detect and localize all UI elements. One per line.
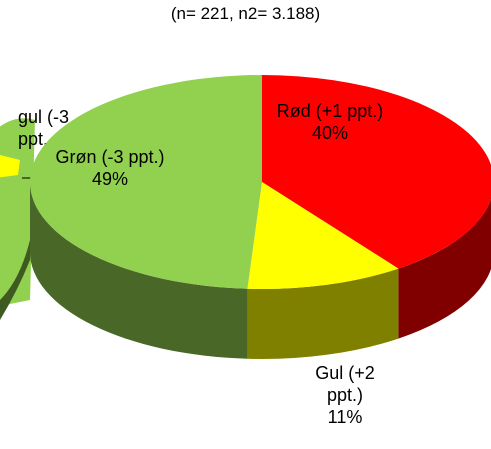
partial-label: gul (-3 ppt.: [18, 107, 70, 149]
slice-side: [247, 268, 399, 359]
partial-slice: [0, 155, 20, 178]
slice-label: Gul (+2 ppt.) 11%: [295, 362, 395, 428]
chart-subtitle: (n= 221, n2= 3.188): [170, 4, 321, 23]
slice: [262, 75, 491, 269]
slice-label: Grøn (-3 ppt.) 49%: [55, 146, 165, 190]
value-label: 40%: [311, 123, 349, 143]
slice-side: [30, 182, 248, 359]
partial-side: [0, 240, 30, 320]
value-label: 49%: [91, 169, 129, 189]
value-label: 11%: [327, 407, 363, 427]
slice: [247, 182, 399, 289]
slice-label: Rød (+1 ppt.) 40%: [275, 100, 385, 144]
slice-side: [398, 199, 491, 339]
category-label: Gul (+2 ppt.): [315, 363, 375, 405]
category-label: Rød (+1 ppt.): [276, 101, 384, 121]
slice: [30, 75, 262, 289]
category-label: Grøn (-3 ppt.): [55, 147, 165, 167]
